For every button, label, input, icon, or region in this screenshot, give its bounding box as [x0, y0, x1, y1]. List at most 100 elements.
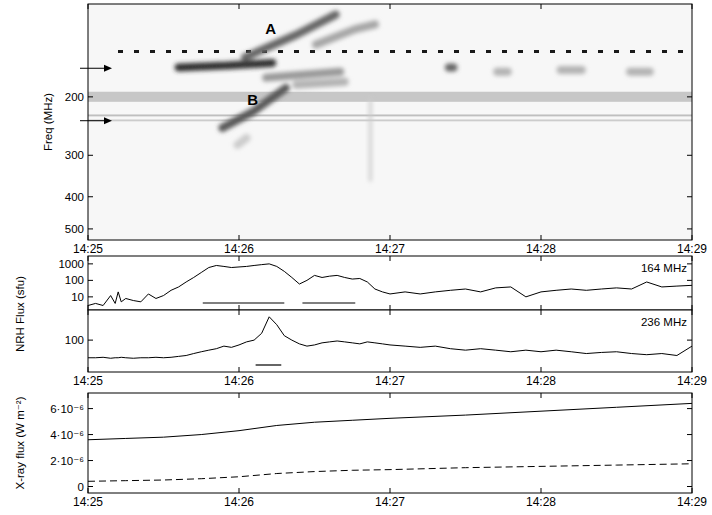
x-tick [88, 310, 89, 315]
plot-area [88, 264, 692, 306]
y-tick-label: 100 [65, 334, 84, 346]
y-tick [687, 434, 692, 435]
arrow-shaft [80, 120, 106, 121]
burst [561, 66, 582, 74]
burst [179, 63, 273, 67]
x-tick [239, 235, 240, 240]
y-tick [687, 196, 692, 197]
y-tick [88, 196, 93, 197]
burst [266, 72, 340, 78]
x-tick [541, 235, 542, 240]
arrow-head [104, 65, 112, 72]
x-tick-label: 14:27 [375, 242, 405, 256]
plot-bg [88, 310, 692, 372]
y-tick [687, 486, 692, 487]
series-label: 164 MHz [641, 262, 687, 274]
x-tick-label: 14:29 [677, 242, 707, 256]
bursts [179, 15, 650, 181]
interval-bar [302, 302, 355, 303]
x-tick [88, 305, 89, 310]
y-tick [687, 96, 692, 97]
x-tick [239, 256, 240, 261]
plot-bg [88, 256, 692, 310]
burst [369, 100, 372, 181]
y-tick [687, 263, 692, 264]
plot-area [88, 317, 692, 358]
x-tick [692, 235, 693, 240]
interval-bar [256, 364, 282, 365]
freq-arrow [80, 65, 112, 72]
x-tick [541, 393, 542, 398]
y-tick [687, 408, 692, 409]
frame [88, 4, 692, 240]
series-line [88, 317, 692, 358]
x-tick [541, 4, 542, 9]
x-tick [239, 393, 240, 398]
burst [222, 88, 285, 128]
x-tick [541, 367, 542, 372]
x-tick [390, 256, 391, 261]
y-tick [88, 460, 93, 461]
y-tick [88, 228, 93, 229]
x-tick [541, 488, 542, 493]
burst [237, 138, 246, 145]
y-tick [687, 296, 692, 297]
x-tick [692, 488, 693, 493]
x-tick-label: 14:29 [677, 495, 707, 509]
spectrum-bg [88, 4, 692, 240]
x-tick [390, 235, 391, 240]
y-tick-label: 1000 [58, 258, 84, 270]
burst [449, 63, 454, 71]
x-tick-label: 14:25 [73, 242, 103, 256]
y-tick [88, 486, 93, 487]
x-tick [239, 367, 240, 372]
plot-area [88, 403, 692, 481]
panel-3: 14:2514:2614:2714:2814:2902·10⁻⁶4·10⁻⁶6·… [14, 393, 707, 509]
x-tick [692, 310, 693, 315]
x-tick [88, 367, 89, 372]
x-tick-label: 14:25 [73, 374, 103, 388]
x-tick-label: 14:29 [677, 374, 707, 388]
x-tick [541, 256, 542, 261]
y-tick [88, 263, 93, 264]
plot-bg [88, 393, 692, 493]
series-line [88, 403, 692, 439]
x-tick [390, 393, 391, 398]
x-tick [692, 393, 693, 398]
interference-band [88, 92, 692, 102]
series-line [88, 264, 692, 306]
interference-band [88, 119, 692, 121]
y-tick [687, 228, 692, 229]
annotation: B [247, 91, 258, 108]
x-tick-label: 14:26 [224, 495, 254, 509]
y-tick [88, 340, 93, 341]
y-tick-label: 200 [65, 91, 84, 103]
interference-band [88, 114, 692, 116]
x-tick [692, 256, 693, 261]
burst [316, 24, 375, 44]
x-tick [390, 4, 391, 9]
y-tick-label: 0 [78, 481, 84, 493]
y-tick [88, 280, 93, 281]
y-tick [88, 408, 93, 409]
x-tick [390, 488, 391, 493]
x-tick [692, 305, 693, 310]
x-tick-label: 14:28 [526, 495, 556, 509]
x-tick-label: 14:28 [526, 374, 556, 388]
x-tick [239, 310, 240, 315]
interval-bar [203, 302, 285, 303]
annotation: A [265, 20, 276, 37]
y-tick-label: 400 [65, 191, 84, 203]
y-tick-label: 4·10⁻⁶ [50, 429, 84, 441]
y-tick-label: 300 [65, 149, 84, 161]
burst [296, 82, 344, 85]
burst [497, 68, 508, 76]
x-tick [541, 310, 542, 315]
frame [88, 393, 692, 493]
arrow-head [104, 117, 112, 124]
y-tick [88, 155, 93, 156]
y-tick [88, 296, 93, 297]
x-tick-label: 14:28 [526, 242, 556, 256]
y-axis-title: X-ray flux (W m⁻²) [14, 396, 26, 489]
y-tick [687, 280, 692, 281]
